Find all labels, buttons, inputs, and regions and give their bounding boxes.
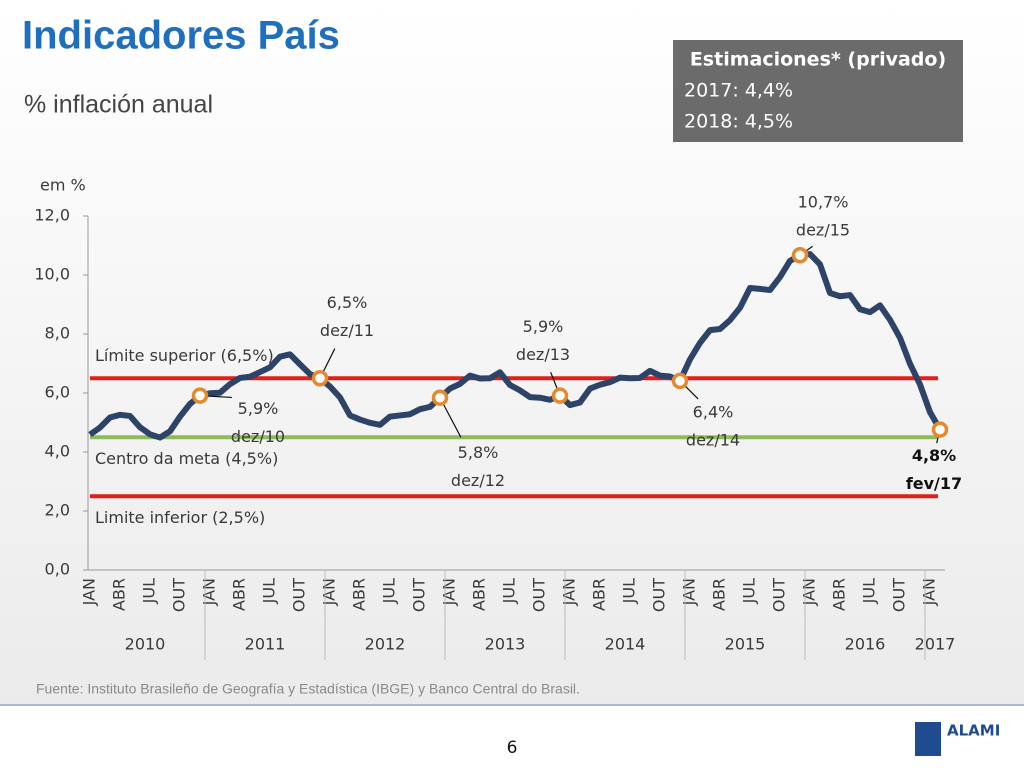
year-label: 2014: [605, 635, 646, 654]
estimates-box: [673, 40, 963, 142]
title: Indicadores País: [22, 14, 340, 58]
x-tick-label: OUT: [410, 578, 429, 612]
x-tick-label: JAN: [560, 578, 579, 606]
marker: [431, 389, 449, 406]
date-label: dez/15: [796, 221, 850, 240]
date-label: dez/14: [686, 430, 740, 449]
x-tick-label: JAN: [920, 578, 939, 606]
reference-label: Límite superior (6,5%): [95, 346, 274, 365]
x-tick-label: ABR: [230, 578, 249, 611]
date-label: dez/13: [516, 345, 570, 364]
x-tick-label: OUT: [650, 578, 669, 612]
x-tick-label: OUT: [170, 578, 189, 612]
date-label: fev/17: [906, 474, 962, 493]
x-tick-label: ABR: [710, 578, 729, 611]
reference-label: Centro da meta (4,5%): [95, 449, 278, 468]
x-tick-label: JUL: [740, 578, 759, 604]
x-tick-label: JUL: [500, 578, 519, 604]
value-label: 5,8%: [458, 443, 499, 462]
x-tick-label: ABR: [590, 578, 609, 611]
x-tick-label: OUT: [770, 578, 789, 612]
x-tick-label: JAN: [800, 578, 819, 606]
x-tick-label: JUL: [380, 578, 399, 604]
x-tick-label: JAN: [200, 578, 219, 606]
date-label: dez/12: [451, 471, 505, 490]
logo-mark: [915, 722, 941, 756]
value-label: 4,8%: [912, 446, 956, 465]
y-tick-label: 12,0: [34, 206, 70, 225]
marker: [931, 421, 949, 438]
year-label: 2012: [365, 635, 406, 654]
year-label: 2017: [915, 635, 956, 654]
marker: [791, 246, 809, 264]
value-label: 5,9%: [238, 399, 279, 418]
x-tick-label: ABR: [830, 578, 849, 611]
estimates-line: 2017: 4,4%: [684, 80, 793, 102]
value-label: 10,7%: [798, 193, 849, 212]
x-tick-label: JAN: [320, 578, 339, 606]
x-tick-label: JUL: [860, 578, 879, 604]
value-label: 5,9%: [523, 317, 564, 336]
x-tick-label: JUL: [260, 578, 279, 604]
reference-label: Limite inferior (2,5%): [95, 508, 265, 527]
date-label: dez/11: [320, 321, 374, 340]
y-tick-label: 4,0: [45, 442, 70, 461]
estimates-line: 2018: 4,5%: [684, 111, 793, 133]
x-tick-label: JAN: [440, 578, 459, 606]
year-label: 2013: [485, 635, 526, 654]
x-tick-label: OUT: [890, 578, 909, 612]
estimates-heading: Estimaciones* (privado): [690, 49, 946, 71]
y-tick-label: 0,0: [45, 560, 70, 579]
y-tick-label: 10,0: [34, 265, 70, 284]
year-label: 2016: [845, 635, 886, 654]
date-label: dez/10: [231, 427, 285, 446]
x-tick-label: ABR: [470, 578, 489, 611]
x-tick-label: OUT: [290, 578, 309, 612]
logo: ALAMI: [947, 722, 1000, 740]
source: Fuente: Instituto Brasileño de Geografía…: [36, 681, 580, 697]
year-label: 2010: [125, 635, 166, 654]
year-label: 2011: [245, 635, 286, 654]
x-tick-label: JAN: [680, 578, 699, 606]
y-tick-label: 2,0: [45, 501, 70, 520]
y-tick-label: 6,0: [45, 383, 70, 402]
x-tick-label: JUL: [140, 578, 159, 604]
marker: [551, 387, 569, 404]
x-tick-label: ABR: [350, 578, 369, 611]
subtitle: % inflación anual: [24, 91, 213, 119]
x-tick-label: OUT: [530, 578, 549, 612]
y-unit: em %: [40, 176, 86, 195]
marker: [311, 370, 329, 387]
x-tick-label: JAN: [80, 578, 99, 606]
year-label: 2015: [725, 635, 766, 654]
marker: [191, 387, 209, 404]
value-label: 6,4%: [693, 402, 734, 421]
x-tick-label: JUL: [620, 578, 639, 604]
footer-band: [0, 705, 1024, 768]
value-label: 6,5%: [327, 293, 368, 312]
page-number: 6: [507, 738, 518, 758]
marker: [671, 372, 689, 390]
y-tick-label: 8,0: [45, 324, 70, 343]
x-tick-label: ABR: [110, 578, 129, 611]
